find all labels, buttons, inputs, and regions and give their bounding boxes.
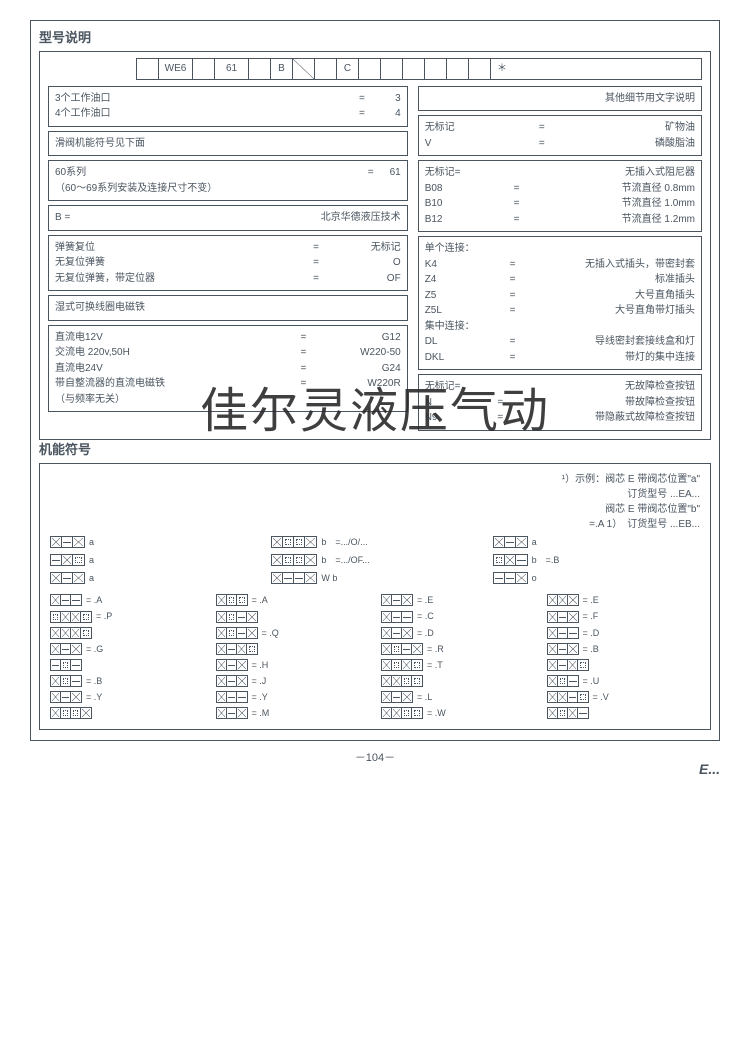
symbol-item: = .W xyxy=(381,707,535,719)
symbol-item: = .P xyxy=(50,610,204,622)
symbol-item xyxy=(547,707,701,719)
symbol-item: = .G xyxy=(50,643,204,655)
section-symbols: 机能符号 ¹）示例：阀芯 E 带阀芯位置"a"订货型号 ...EA...阀芯 E… xyxy=(39,439,711,730)
symbol-item: = .U xyxy=(547,675,701,687)
symbol-item: = .M xyxy=(216,707,370,719)
symbol-item: = .B xyxy=(547,643,701,655)
symbol-item: a xyxy=(50,572,257,584)
code-cell xyxy=(425,59,447,79)
symbol-main-grid: = .A = .A = .E = .E = .P = .C = .F = .Q = .D = .D… xyxy=(50,594,700,719)
symbol-item: = .F xyxy=(547,610,701,622)
code-cell xyxy=(193,59,215,79)
symbol-item xyxy=(216,643,370,655)
code-cell xyxy=(249,59,271,79)
section-model-explain: 型号说明 WE6 61 B C ＊ 3个工作油口=34个工作油口=4 滑阀机能符号见下面 6… xyxy=(39,27,711,440)
symbol-item: = .R xyxy=(381,643,535,655)
symbol-item: = .E xyxy=(381,594,535,606)
symbol-item: a xyxy=(50,554,257,566)
code-cell xyxy=(447,59,469,79)
symbol-item: W b xyxy=(271,572,478,584)
symbol-item: = .Y xyxy=(50,691,204,703)
section2-body: ¹）示例：阀芯 E 带阀芯位置"a"订货型号 ...EA...阀芯 E 带阀芯位… xyxy=(39,463,711,731)
info-box: 其他细节用文字说明 xyxy=(418,86,702,112)
code-cell: C xyxy=(337,59,359,79)
symbol-item: = .Y xyxy=(216,691,370,703)
code-cell xyxy=(315,59,337,79)
symbol-item: = .V xyxy=(547,691,701,703)
info-box: 3个工作油口=34个工作油口=4 xyxy=(48,86,408,127)
section2-title: 机能符号 xyxy=(39,439,711,463)
symbol-item: = .D xyxy=(381,627,535,639)
symbol-item: a xyxy=(50,536,257,548)
symbol-item: = .Q xyxy=(216,627,370,639)
symbol-item: = .T xyxy=(381,659,535,671)
symbol-legend: ¹）示例：阀芯 E 带阀芯位置"a"订货型号 ...EA...阀芯 E 带阀芯位… xyxy=(50,472,700,532)
code-cell: B xyxy=(271,59,293,79)
info-box: 湿式可换线圈电磁铁 xyxy=(48,295,408,321)
right-column: 其他细节用文字说明无标记=矿物油V=磷酸脂油无标记=无插入式阻尼器B08=节流直… xyxy=(418,86,702,431)
info-box: 无标记=矿物油V=磷酸脂油 xyxy=(418,115,702,156)
symbol-item: = .C xyxy=(381,610,535,622)
symbol-top-grid: ab =.../O/...aab =.../OF...b =.BaW bo xyxy=(50,536,700,584)
left-column: 3个工作油口=34个工作油口=4 滑阀机能符号见下面 60系列=61（60～69系列… xyxy=(48,86,408,431)
symbol-item: = .J xyxy=(216,675,370,687)
symbol-item: = .L xyxy=(381,691,535,703)
code-cell xyxy=(403,59,425,79)
symbol-item xyxy=(216,610,370,622)
info-box: 弹簧复位=无标记无复位弹簧=O无复位弹簧，带定位器=OF xyxy=(48,235,408,292)
page-outer: 型号说明 WE6 61 B C ＊ 3个工作油口=34个工作油口=4 滑阀机能符号见下面 6… xyxy=(30,20,720,741)
code-cell: ＊ xyxy=(491,59,513,79)
symbol-item: b =.../O/... xyxy=(271,536,478,548)
section1-title: 型号说明 xyxy=(39,27,711,51)
info-box: 无标记=无插入式阻尼器B08=节流直径 0.8mmB10=节流直径 1.0mmB… xyxy=(418,160,702,232)
info-box: 无标记=无故障检查按钮N=带故障检查按钮N9=带隐蔽式故障检查按钮 xyxy=(418,374,702,431)
info-box: 直流电12V=G12交流电 220v,50H=W220-50直流电24V=G24… xyxy=(48,325,408,413)
symbol-item: = .D xyxy=(547,627,701,639)
section1-body: WE6 61 B C ＊ 3个工作油口=34个工作油口=4 滑阀机能符号见下面 60系列=6… xyxy=(39,51,711,440)
code-cell xyxy=(381,59,403,79)
symbol-item xyxy=(50,659,204,671)
symbol-item: = .A xyxy=(50,594,204,606)
symbol-item: b =.B xyxy=(493,554,700,566)
info-box: B =北京华德液压技术 xyxy=(48,205,408,231)
symbol-item xyxy=(50,627,204,639)
symbol-item xyxy=(381,675,535,687)
symbol-item: = .H xyxy=(216,659,370,671)
columns: 3个工作油口=34个工作油口=4 滑阀机能符号见下面 60系列=61（60～69系列… xyxy=(48,86,702,431)
symbol-item: = .A xyxy=(216,594,370,606)
symbol-item: = .B xyxy=(50,675,204,687)
symbol-item: b =.../OF... xyxy=(271,554,478,566)
code-cell xyxy=(293,59,315,79)
code-cell: 61 xyxy=(215,59,249,79)
symbol-item: = .E xyxy=(547,594,701,606)
info-box: 滑阀机能符号见下面 xyxy=(48,131,408,157)
code-cell: WE6 xyxy=(159,59,193,79)
code-strip: WE6 61 B C ＊ xyxy=(136,58,702,80)
info-box: 60系列=61（60～69系列安装及连接尺寸不变） xyxy=(48,160,408,201)
symbol-item xyxy=(547,659,701,671)
symbol-item: a xyxy=(493,536,700,548)
code-cell xyxy=(359,59,381,79)
symbol-item xyxy=(50,707,204,719)
code-cell xyxy=(469,59,491,79)
code-cell xyxy=(137,59,159,79)
symbol-item: o xyxy=(493,572,700,584)
info-box: 单个连接：K4=无插入式插头，带密封套Z4=标准插头Z5=大号直角插头Z5L=大… xyxy=(418,236,702,370)
